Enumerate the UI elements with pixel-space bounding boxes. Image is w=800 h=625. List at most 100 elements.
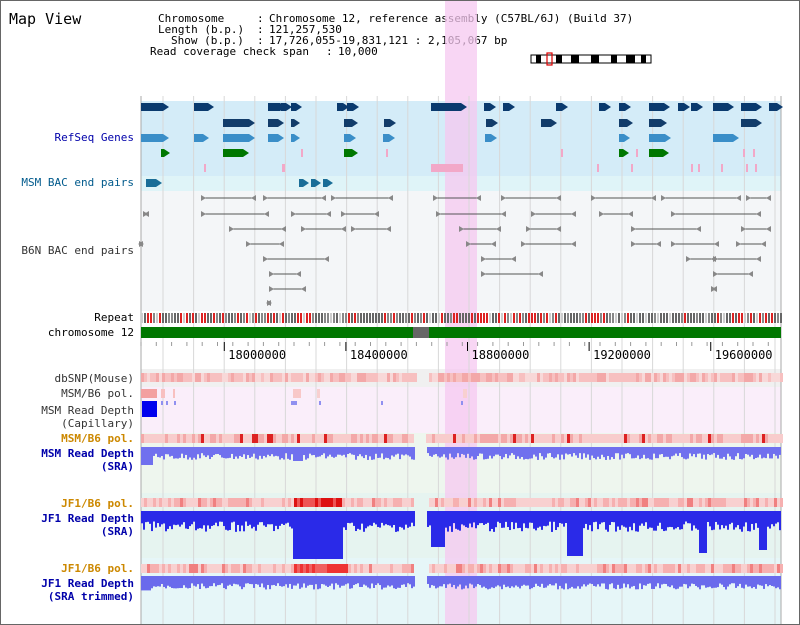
msm-gold-cell: [144, 434, 147, 443]
jf1-pol2-cell: [267, 564, 270, 573]
jf1-trim-depth-bar: [309, 576, 311, 585]
jf1-trim-depth-bar: [365, 576, 367, 586]
repeat-segment: [696, 313, 698, 323]
repeat-segment: [486, 313, 488, 323]
jf1-trim-depth-bar: [239, 576, 241, 587]
dbsnp-cell: [213, 373, 216, 382]
jf1-pol-cell: [354, 498, 357, 507]
jf1-pol-cell: [486, 498, 489, 507]
jf1-pol-cell: [756, 498, 759, 507]
msm-sra-depth-bar: [731, 447, 733, 460]
dbsnp-cell: [324, 373, 327, 382]
dbsnp-cell: [450, 373, 453, 382]
repeat-segment: [636, 313, 638, 323]
jf1-sra-depth-bar: [649, 511, 651, 528]
jf1-sra-depth-bar: [629, 511, 631, 527]
jf1-pol-cell: [330, 498, 333, 507]
jf1-pol2-cell: [441, 564, 444, 573]
msm-gold-cell: [273, 434, 276, 443]
jf1-pol-cell: [183, 498, 186, 507]
jf1-pol2-cell: [708, 564, 711, 573]
axis-tick-label-2: 18800000: [472, 348, 530, 362]
jf1-sra-depth-bar: [637, 511, 639, 532]
repeat-segment: [357, 313, 359, 323]
jf1-pol-cell: [237, 498, 240, 507]
msm-gold-cell: [774, 434, 777, 443]
jf1-pol-cell: [453, 498, 456, 507]
repeat-segment: [180, 313, 182, 323]
jf1-sra-depth-bar: [307, 511, 309, 559]
dbsnp-cell: [705, 373, 708, 382]
msm-sra-depth-bar: [571, 447, 573, 457]
jf1-pol-cell: [726, 498, 729, 507]
dbsnp-cell: [378, 373, 381, 382]
msm-sra-depth-bar: [457, 447, 459, 454]
jf1-sra-depth-bar: [623, 511, 625, 527]
jf1-trim-depth-bar: [223, 576, 225, 588]
dbsnp-cell: [333, 373, 336, 382]
jf1-sra-depth-bar: [379, 511, 381, 528]
repeat-segment: [348, 313, 350, 323]
repeat-segment: [741, 313, 743, 323]
jf1-pol2-cell: [510, 564, 513, 573]
msm-gold-cell: [312, 434, 315, 443]
jf1-pol-cell: [291, 498, 294, 507]
msm-gold-cell: [171, 434, 174, 443]
jf1-sra-depth-bar: [663, 511, 665, 532]
dbsnp-cell: [219, 373, 222, 382]
repeat-segment: [465, 313, 467, 323]
jf1-sra-depth-bar: [357, 511, 359, 529]
msm-gold-cell: [189, 434, 192, 443]
msm-sra-depth-bar: [223, 447, 225, 458]
msm-sra-depth-bar: [263, 447, 265, 456]
gene-row1-9: [503, 103, 509, 111]
msm-sra-depth-bar: [597, 447, 599, 457]
dbsnp-cell: [444, 373, 447, 382]
gene-row2-1-arrow: [278, 119, 284, 127]
axis-tick-label-0: 18000000: [228, 348, 286, 362]
dbsnp-cell: [627, 373, 630, 382]
jf1-pol-cell: [672, 498, 675, 507]
msm-sra-depth-bar: [563, 447, 565, 460]
jf1-pol2-cell: [483, 564, 486, 573]
jf1-trim-depth-bar: [655, 576, 657, 587]
jf1-sra-depth-bar: [403, 511, 405, 530]
jf1-sra-depth-bar: [763, 511, 765, 550]
jf1-pol2-cell: [573, 564, 576, 573]
msm-sra-depth-bar: [739, 447, 741, 459]
jf1-sra-depth-bar: [753, 511, 755, 530]
repeat-segment: [702, 313, 704, 323]
refseq-pink-b-3: [636, 149, 638, 157]
dbsnp-cell: [408, 373, 411, 382]
jf1-sra-depth-bar: [559, 511, 561, 524]
dbsnp-cell: [534, 373, 537, 382]
dbsnp-cell: [696, 373, 699, 382]
jf1-trim-depth-bar: [159, 576, 161, 587]
repeat-segment: [705, 313, 707, 323]
jf1-sra-depth-bar: [255, 511, 257, 531]
jf1-pol-cell: [573, 498, 576, 507]
jf1-sra-depth-bar: [491, 511, 493, 529]
msm-gold-cell: [345, 434, 348, 443]
jf1-pol2-cell: [540, 564, 543, 573]
jf1-pol-cell: [516, 498, 519, 507]
msm-gold-cell: [372, 434, 375, 443]
msm-sra-depth-bar: [719, 447, 721, 459]
jf1-sra-depth-bar: [323, 511, 325, 559]
msm-sra-depth-bar: [627, 447, 629, 454]
jf1-trim-depth-bar: [297, 576, 299, 584]
b6n-pair-34-l: [269, 271, 274, 277]
jf1-sra-depth-bar: [723, 511, 725, 529]
msm-sra-depth-bar: [249, 447, 251, 458]
dbsnp-cell: [171, 373, 174, 382]
msm-sra-depth-bar: [261, 447, 263, 459]
jf1-sra-depth-bar: [229, 511, 231, 530]
jf1-trim-depth-bar: [179, 576, 181, 589]
jf1-trim-depth-bar: [669, 576, 671, 588]
jf1-trim-depth-bar: [237, 576, 239, 585]
msm-gold-cell: [381, 434, 384, 443]
jf1-pol-cell: [447, 498, 450, 507]
jf1-pol-cell: [612, 498, 615, 507]
jf1-sra-depth-bar: [681, 511, 683, 530]
